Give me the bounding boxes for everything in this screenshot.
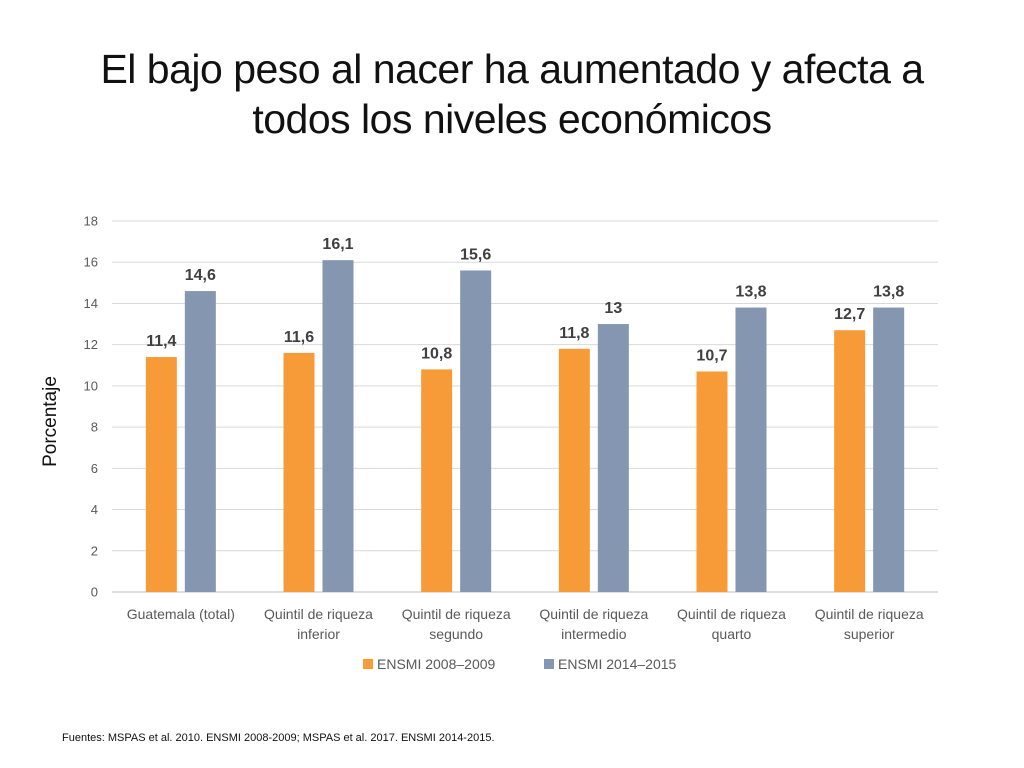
legend-label: ENSMI 2008–2009 — [377, 656, 496, 672]
bar-series-2 — [873, 307, 905, 592]
data-label: 14,6 — [185, 267, 216, 284]
data-label: 16,1 — [322, 236, 353, 253]
legend-swatch — [544, 659, 554, 669]
x-category-label: Quintil de riqueza — [815, 606, 924, 622]
slide-title-line-1: El bajo peso al nacer ha aumentado y afe… — [100, 46, 924, 92]
bar-series-1 — [421, 369, 453, 592]
y-tick-label: 16 — [84, 255, 98, 270]
data-label: 11,6 — [284, 329, 314, 346]
bar-series-1 — [283, 352, 315, 592]
legend-swatch — [363, 659, 373, 669]
y-tick-label: 10 — [84, 378, 98, 393]
bar-series-1 — [834, 330, 866, 592]
data-label: 11,4 — [146, 333, 176, 350]
bar-series-2 — [735, 307, 767, 592]
data-label: 13,8 — [735, 284, 766, 301]
x-category-label: Quintil de riqueza — [539, 606, 648, 622]
y-tick-label: 4 — [91, 502, 98, 517]
y-tick-label: 18 — [84, 214, 98, 229]
x-category-label: Guatemala (total) — [127, 606, 235, 622]
bar-series-2 — [460, 270, 492, 592]
bar-series-1 — [558, 348, 590, 592]
slide-title-line-2: todos los niveles económicos — [252, 96, 772, 142]
bar-series-2 — [597, 324, 629, 592]
data-label: 13,8 — [873, 284, 904, 301]
x-category-label: quarto — [712, 626, 752, 642]
y-tick-label: 14 — [84, 296, 98, 311]
data-label: 10,8 — [421, 345, 452, 362]
bar-series-2 — [184, 291, 216, 592]
data-label: 11,8 — [559, 325, 589, 342]
x-category-label: intermedio — [561, 626, 627, 642]
x-category-label: superior — [844, 626, 895, 642]
y-tick-label: 12 — [84, 337, 98, 352]
x-category-label: Quintil de riqueza — [264, 606, 373, 622]
x-category-label: Quintil de riqueza — [677, 606, 786, 622]
y-tick-label: 0 — [91, 585, 98, 600]
y-tick-label: 6 — [91, 461, 98, 476]
x-category-label: Quintil de riqueza — [402, 606, 511, 622]
bar-series-1 — [145, 357, 177, 592]
x-category-label: inferior — [297, 626, 340, 642]
y-tick-label: 2 — [91, 543, 98, 558]
data-label: 12,7 — [834, 306, 865, 323]
bar-series-2 — [322, 260, 354, 592]
legend-label: ENSMI 2014–2015 — [558, 656, 677, 672]
x-category-label: segundo — [429, 626, 483, 642]
y-tick-label: 8 — [91, 420, 98, 435]
bar-series-1 — [696, 371, 728, 592]
slide-title: El bajo peso al nacer ha aumentado y afe… — [60, 44, 964, 144]
y-axis-title: Porcentaje — [40, 376, 61, 467]
data-label: 15,6 — [460, 246, 491, 263]
source-footnote: Fuentes: MSPAS et al. 2010. ENSMI 2008-2… — [62, 732, 495, 744]
data-label: 13 — [604, 300, 622, 317]
data-label: 10,7 — [696, 347, 727, 364]
